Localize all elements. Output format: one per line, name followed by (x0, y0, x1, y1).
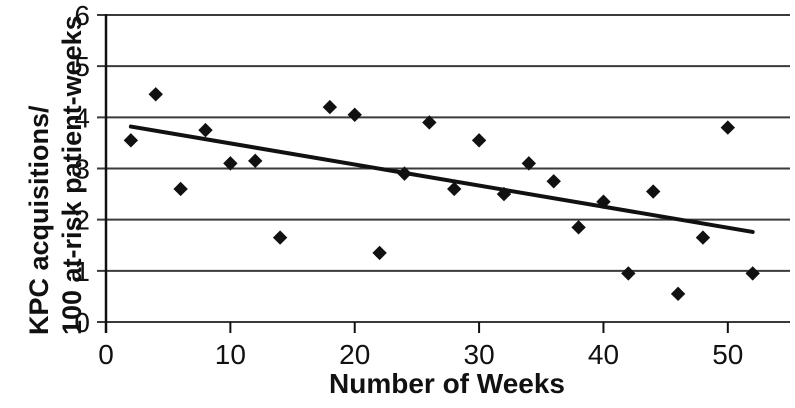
y-tick-label: 3 (74, 154, 90, 185)
trend-line (128, 124, 755, 234)
data-point-diamond (198, 122, 213, 138)
data-point-diamond (646, 184, 661, 199)
data-point-diamond (372, 245, 387, 261)
y-axis-title: KPC acquisitions/ 100 at-risk patient-we… (23, 5, 89, 335)
y-axis-title-line2: 100 at-risk patient-weeks (57, 15, 87, 335)
data-point-diamond (695, 230, 711, 245)
data-point-diamond (248, 153, 263, 169)
data-point-diamond (546, 174, 561, 189)
y-tick-label: 4 (74, 102, 90, 133)
x-tick-label: 40 (588, 339, 619, 370)
data-point-diamond (745, 266, 760, 281)
data-point-diamond (148, 87, 163, 102)
data-point-diamond (471, 133, 487, 148)
data-point-diamond (670, 286, 686, 302)
x-tick-label: 20 (339, 339, 370, 370)
y-tick-label: 2 (74, 205, 90, 236)
data-point-diamond (347, 107, 362, 122)
y-tick-label: 1 (74, 256, 90, 287)
y-tick-label: 0 (74, 307, 90, 338)
x-tick-label: 10 (215, 339, 246, 370)
data-point-diamond (173, 181, 188, 197)
x-tick-label: 0 (98, 339, 114, 370)
data-point-diamond (272, 230, 288, 245)
y-tick-label: 5 (74, 51, 90, 82)
y-axis-title-line1: KPC acquisitions/ (24, 105, 54, 335)
x-axis-title: Number of Weeks (329, 368, 565, 399)
data-point-diamond (223, 156, 238, 171)
data-point-diamond (521, 156, 537, 171)
data-point-diamond (123, 133, 139, 148)
x-tick-label: 30 (464, 339, 495, 370)
x-tick-label: 50 (712, 339, 743, 370)
data-point-diamond (621, 266, 636, 281)
data-point-diamond (720, 120, 736, 135)
y-tick-label: 6 (74, 0, 90, 31)
data-point-diamond (571, 220, 586, 235)
data-point-diamond (322, 99, 338, 115)
data-point-diamond (447, 181, 462, 197)
data-point-diamond (596, 194, 611, 209)
data-point-diamond (422, 115, 437, 130)
